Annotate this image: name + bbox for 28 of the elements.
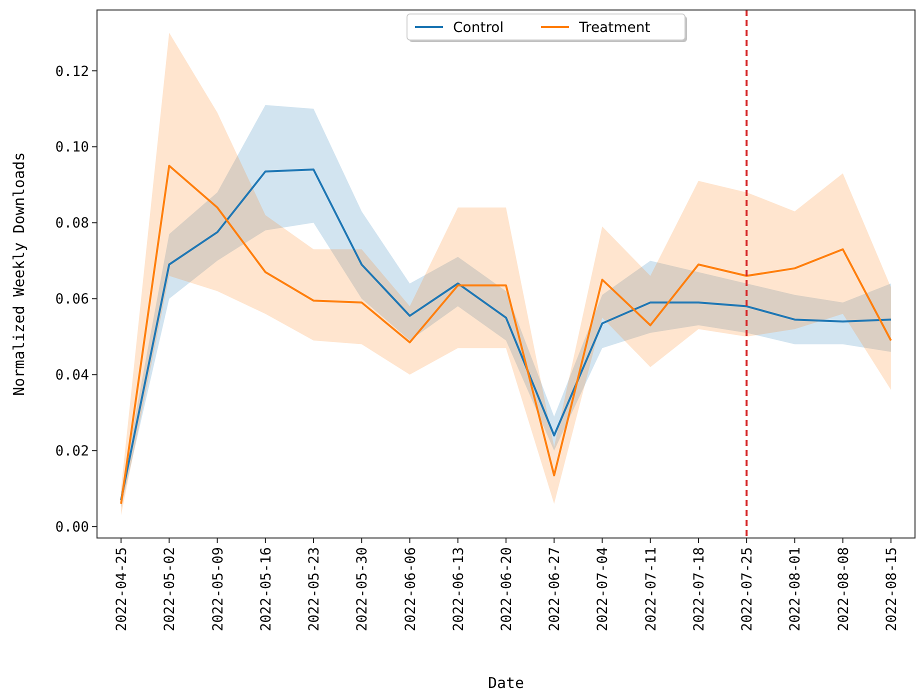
y-tick-label: 0.08 [55, 216, 89, 232]
y-tick-label: 0.12 [55, 64, 89, 80]
x-tick-label: 2022-07-25 [740, 547, 756, 632]
x-tick-label: 2022-06-20 [499, 547, 515, 632]
y-axis-title: Normalized Weekly Downloads [10, 152, 28, 396]
y-tick-label: 0.02 [55, 444, 89, 460]
x-tick-label: 2022-06-06 [402, 547, 419, 632]
x-tick-label: 2022-07-04 [595, 547, 612, 632]
x-tick-label: 2022-08-15 [884, 547, 900, 632]
y-tick-label: 0.00 [55, 520, 89, 536]
y-tick-label: 0.04 [55, 368, 89, 384]
x-tick-label: 2022-05-16 [258, 547, 274, 632]
x-tick-label: 2022-05-30 [354, 547, 371, 632]
x-tick-label: 2022-07-18 [691, 547, 708, 632]
y-tick-label: 0.10 [55, 140, 89, 156]
x-tick-label: 2022-04-25 [114, 547, 130, 632]
x-tick-label: 2022-07-11 [643, 547, 660, 632]
legend-label: Treatment [578, 20, 651, 36]
x-axis-title: Date [488, 674, 524, 692]
x-tick-label: 2022-05-09 [210, 547, 226, 632]
x-tick-label: 2022-05-23 [306, 547, 323, 632]
x-tick-label: 2022-06-13 [450, 547, 467, 632]
x-tick-label: 2022-06-27 [547, 547, 564, 632]
x-tick-label: 2022-08-01 [788, 547, 804, 632]
y-tick-label: 0.06 [55, 292, 89, 308]
x-tick-label: 2022-08-08 [836, 547, 852, 632]
x-tick-label: 2022-05-02 [162, 547, 178, 632]
legend-label: Control [453, 20, 504, 36]
